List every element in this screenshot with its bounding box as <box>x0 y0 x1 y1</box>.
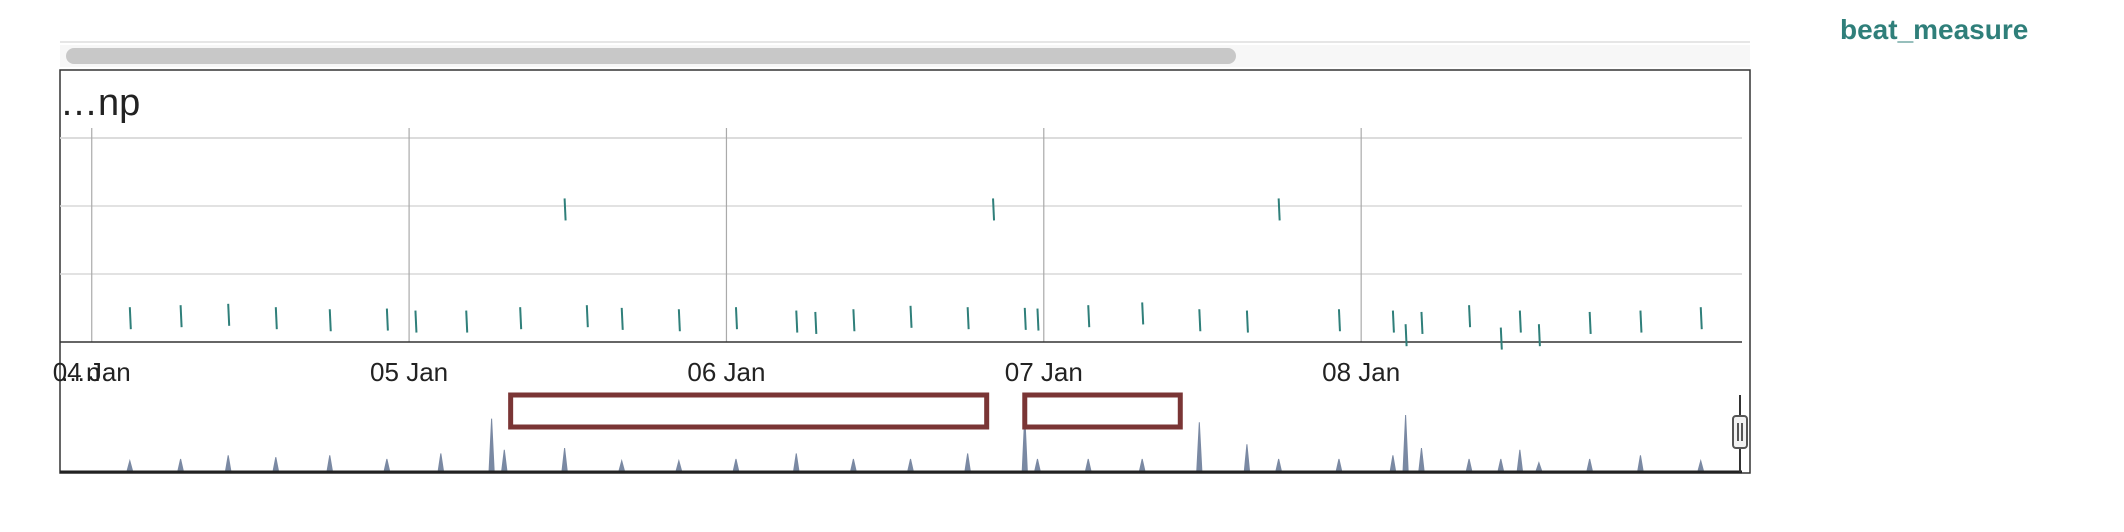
navigator-handle[interactable] <box>1732 415 1748 449</box>
x-tick-label-5: 08 Jan <box>1322 357 1400 387</box>
navigator-spike-34 <box>1697 458 1704 471</box>
x-tick-label-4: 07 Jan <box>1005 357 1083 387</box>
data-point-36 <box>1639 310 1643 333</box>
navigator-spike-26 <box>1402 414 1409 471</box>
navigator-spike-18 <box>1034 458 1041 471</box>
data-point-37 <box>1699 307 1703 330</box>
navigator-spike-4 <box>326 455 333 471</box>
chart-frame <box>59 69 1751 474</box>
x-tick-label-3: 06 Jan <box>687 357 765 387</box>
scrollbar-thumb[interactable] <box>66 48 1236 64</box>
navigator-spike-13 <box>793 453 800 471</box>
navigator-spike-33 <box>1637 455 1644 471</box>
data-point-12 <box>677 309 681 332</box>
x-tick-labels: …n04 Jan 05 Jan 06 Jan 07 Jan 08 Jan <box>53 357 1401 387</box>
navigator-spike-10 <box>618 458 625 471</box>
data-point-35 <box>1588 311 1592 335</box>
grid <box>60 137 1742 275</box>
navigator-spike-7 <box>488 418 495 471</box>
annotation-box-1 <box>1022 392 1183 430</box>
navigator[interactable] <box>126 414 1704 471</box>
navigator-spike-12 <box>732 458 740 471</box>
data-point-19 <box>992 198 996 221</box>
annotation-box-0 <box>508 392 990 430</box>
navigator-spike-22 <box>1243 444 1250 471</box>
data-point-18 <box>966 307 970 330</box>
data-point-34 <box>1537 324 1541 347</box>
data-point-10 <box>585 305 589 328</box>
data-point-23 <box>1141 302 1145 325</box>
data-point-1 <box>179 305 183 328</box>
navigator-spike-32 <box>1586 458 1593 471</box>
navigator-spike-25 <box>1389 455 1397 471</box>
x-tick-label-2: 05 Jan <box>370 357 448 387</box>
navigator-spike-2 <box>225 455 232 471</box>
x-tick-label-0: …n <box>60 357 100 387</box>
data-point-13 <box>734 307 738 330</box>
data-point-3 <box>274 307 278 330</box>
data-point-2 <box>227 303 231 326</box>
data-point-17 <box>909 305 913 328</box>
data-point-9 <box>563 198 567 221</box>
legend-item[interactable]: beat_measure <box>1840 14 2028 46</box>
chart-title: …np <box>60 82 140 124</box>
x-grid-lines <box>91 128 1362 342</box>
data-point-5 <box>385 308 389 331</box>
data-point-15 <box>814 311 818 335</box>
navigator-spike-11 <box>675 458 683 471</box>
navigator-spike-6 <box>437 453 444 471</box>
data-point-4 <box>328 309 332 332</box>
data-point-7 <box>465 310 469 333</box>
data-point-16 <box>852 309 856 332</box>
navigator-spike-17 <box>1021 414 1028 471</box>
navigator-spike-19 <box>1085 458 1092 471</box>
navigator-spike-15 <box>907 458 914 471</box>
navigator-spike-23 <box>1275 458 1282 471</box>
data-point-21 <box>1036 308 1040 331</box>
navigator-spike-31 <box>1535 461 1543 471</box>
data-point-11 <box>620 307 624 330</box>
data-point-28 <box>1391 310 1395 333</box>
data-point-24 <box>1198 309 1202 332</box>
data-point-29 <box>1404 324 1408 347</box>
data-point-8 <box>519 307 523 330</box>
navigator-spike-28 <box>1465 458 1473 471</box>
navigator-spike-21 <box>1196 422 1203 471</box>
data-point-25 <box>1245 310 1249 333</box>
navigator-spike-24 <box>1335 458 1343 471</box>
annotation-boxes <box>508 392 1183 430</box>
navigator-spike-8 <box>501 449 508 471</box>
navigator-spike-5 <box>383 458 391 471</box>
data-point-27 <box>1337 309 1341 332</box>
navigator-spike-16 <box>964 453 971 471</box>
navigator-spike-0 <box>126 458 133 471</box>
series-marks <box>128 198 1703 350</box>
data-point-32 <box>1499 327 1503 350</box>
navigator-spike-29 <box>1497 458 1504 471</box>
navigator-spike-27 <box>1418 447 1425 471</box>
data-point-26 <box>1277 198 1281 221</box>
legend-label: beat_measure <box>1840 14 2029 45</box>
data-point-20 <box>1023 307 1027 330</box>
navigator-spike-30 <box>1516 449 1523 471</box>
data-point-14 <box>795 310 799 333</box>
navigator-spike-9 <box>561 447 568 471</box>
data-point-6 <box>414 310 418 333</box>
navigator-spike-3 <box>272 457 279 471</box>
data-point-0 <box>128 307 132 330</box>
data-point-30 <box>1420 311 1424 335</box>
navigator-spike-14 <box>850 458 857 471</box>
x-tick-label-1: 04 Jan <box>53 357 131 387</box>
navigator-spike-1 <box>177 458 184 471</box>
navigator-spike-20 <box>1139 458 1146 471</box>
data-point-31 <box>1468 305 1472 328</box>
data-point-33 <box>1518 310 1522 333</box>
data-point-22 <box>1087 305 1091 328</box>
